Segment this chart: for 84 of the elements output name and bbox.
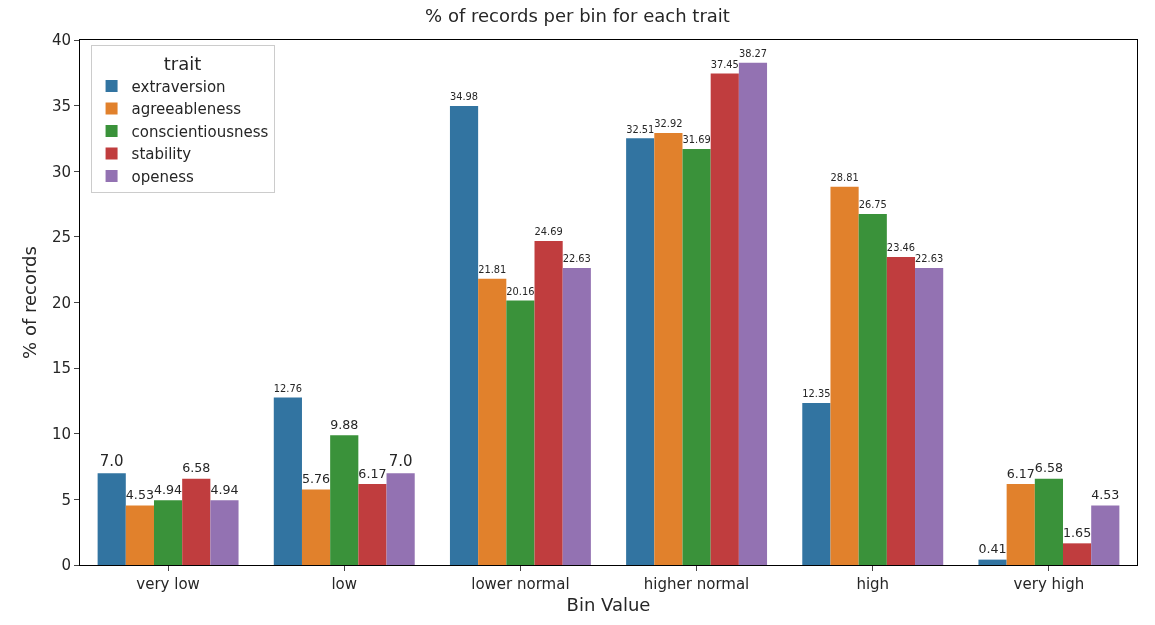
- bar: [358, 484, 387, 565]
- y-tick-label: 5: [61, 490, 71, 509]
- legend-label: extraversion: [131, 77, 226, 96]
- y-tick-label: 15: [51, 359, 71, 378]
- x-tick-label: low: [331, 575, 358, 593]
- y-tick-label: 40: [51, 31, 71, 50]
- bar: [710, 73, 739, 565]
- data-label: 32.92: [654, 118, 683, 130]
- data-label: 6.58: [182, 460, 211, 476]
- bar: [273, 397, 302, 565]
- data-label: 26.75: [858, 199, 887, 211]
- data-label: 4.53: [1091, 487, 1120, 503]
- legend-label: conscientiousness: [131, 122, 269, 141]
- bar: [1034, 478, 1064, 565]
- x-tick-label: lower normal: [471, 575, 570, 593]
- data-label: 34.98: [449, 91, 479, 103]
- bar: [802, 402, 831, 565]
- data-label: 4.94: [210, 481, 239, 497]
- x-axis-title: Bin Value: [566, 594, 651, 616]
- x-tick-label: higher normal: [643, 575, 750, 593]
- x-tick-label: very low: [136, 575, 200, 593]
- chart-title: % of records per bin for each trait: [425, 4, 730, 26]
- y-tick-label: 0: [61, 556, 71, 575]
- bar: [182, 478, 211, 565]
- y-tick-label: 10: [51, 425, 71, 443]
- bar: [534, 240, 563, 565]
- bar: [210, 500, 239, 565]
- bar: [330, 435, 359, 565]
- bar: [1063, 543, 1092, 565]
- bar: [301, 489, 331, 565]
- data-label: 37.45: [710, 58, 739, 70]
- bar: [738, 62, 768, 565]
- data-label: 38.27: [738, 48, 768, 60]
- data-label: 21.81: [478, 264, 507, 276]
- bar: [386, 473, 415, 565]
- data-label: 28.81: [830, 172, 859, 184]
- bar: [153, 500, 183, 565]
- data-label: 9.88: [330, 416, 359, 432]
- data-label: 6.17: [358, 465, 387, 481]
- bar: [858, 213, 887, 565]
- legend-title: trait: [163, 52, 202, 74]
- data-label: 6.17: [1006, 465, 1035, 481]
- bar: [830, 186, 859, 565]
- bar: [682, 149, 711, 565]
- y-tick-label: 30: [51, 162, 71, 181]
- data-label: 31.69: [682, 134, 711, 146]
- legend-label: openess: [131, 167, 195, 186]
- data-label: 5.76: [301, 471, 331, 487]
- data-label: 12.76: [273, 382, 302, 394]
- data-label: 12.35: [802, 388, 831, 400]
- data-label: 20.16: [506, 285, 535, 297]
- x-tick-label: high: [856, 575, 890, 593]
- x-tick-label: very high: [1013, 575, 1085, 593]
- y-tick-label: 35: [51, 96, 71, 115]
- bar: [654, 132, 683, 565]
- bar: [978, 559, 1007, 565]
- data-label: 6.58: [1034, 460, 1063, 476]
- data-label: 22.63: [562, 253, 591, 265]
- y-tick-label: 25: [51, 228, 71, 247]
- data-label: 1.65: [1063, 524, 1092, 540]
- data-label: 7.0: [388, 452, 413, 471]
- bar: [915, 267, 944, 565]
- data-label: 22.63: [915, 253, 944, 265]
- data-label: 4.94: [154, 481, 183, 497]
- bar: [562, 267, 591, 565]
- bar: [125, 505, 154, 565]
- y-tick-label: 20: [51, 293, 71, 312]
- data-label: 32.51: [626, 123, 655, 135]
- data-label: 23.46: [886, 242, 916, 254]
- y-axis-title: % of records: [19, 246, 41, 359]
- data-label: 4.53: [125, 487, 154, 503]
- bar: [1091, 505, 1120, 565]
- bar: [478, 278, 507, 565]
- legend-label: agreeableness: [131, 100, 242, 119]
- data-label: 24.69: [534, 226, 563, 238]
- bar: [886, 257, 916, 565]
- bar: [1006, 484, 1035, 565]
- bar: [506, 300, 535, 565]
- data-label: 0.41: [978, 541, 1007, 557]
- bar: [449, 105, 479, 565]
- legend-label: stability: [131, 145, 192, 164]
- bar: [97, 473, 126, 565]
- data-label: 7.0: [99, 452, 124, 471]
- bar: [626, 138, 655, 565]
